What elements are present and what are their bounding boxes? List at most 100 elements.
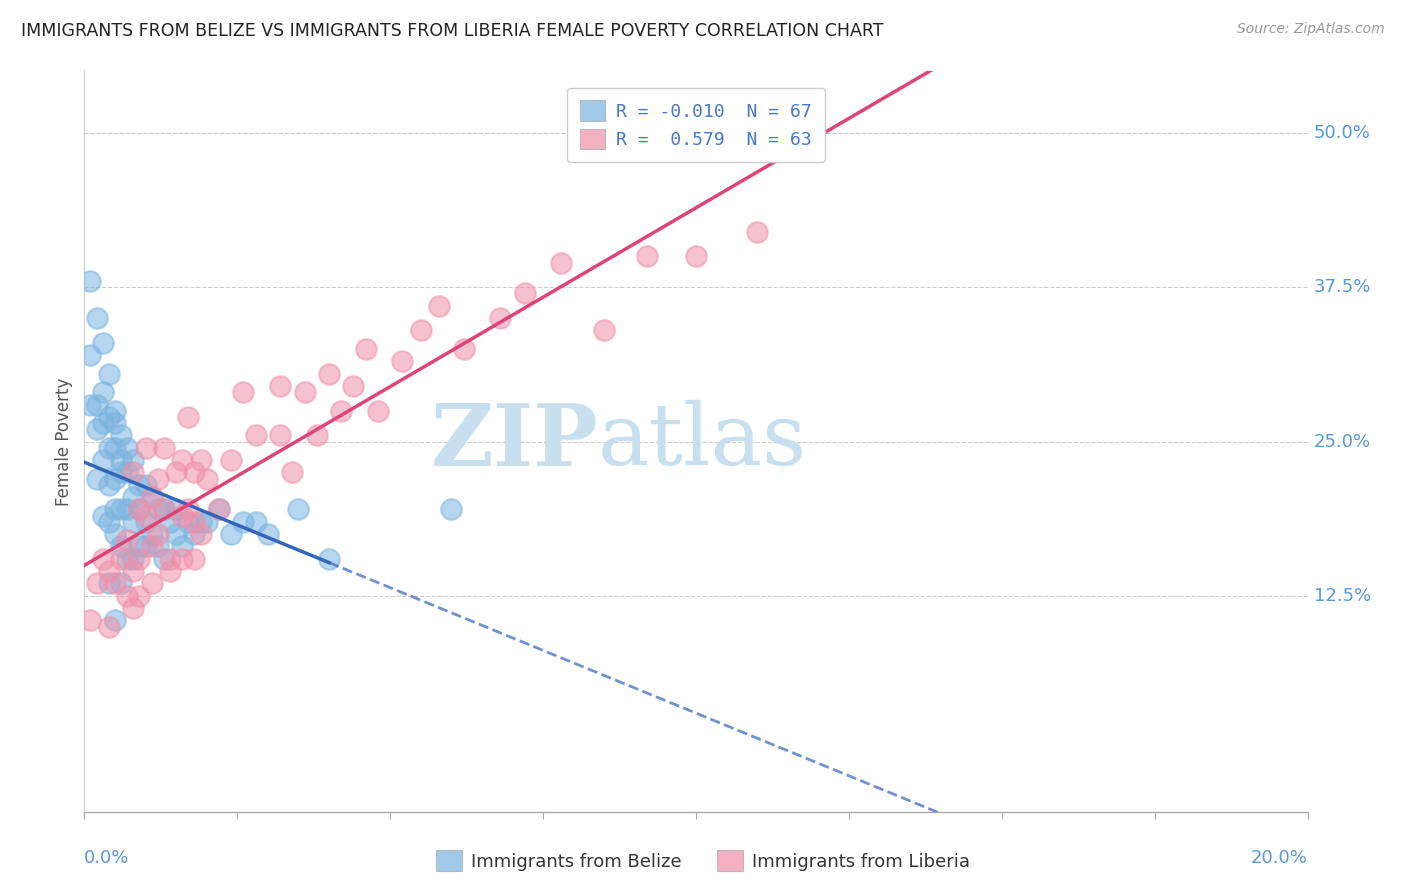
Point bbox=[91, 335, 114, 350]
Point bbox=[122, 490, 145, 504]
Point bbox=[153, 551, 176, 566]
Point bbox=[128, 502, 150, 516]
Point bbox=[110, 502, 132, 516]
Point bbox=[135, 515, 157, 529]
Point bbox=[245, 428, 267, 442]
Point bbox=[122, 453, 145, 467]
Point bbox=[104, 502, 127, 516]
Point bbox=[110, 466, 132, 480]
Point bbox=[128, 540, 150, 554]
Point bbox=[165, 466, 187, 480]
Point bbox=[110, 453, 132, 467]
Point bbox=[172, 453, 194, 467]
Point bbox=[190, 527, 212, 541]
Point bbox=[104, 441, 127, 455]
Point bbox=[141, 540, 163, 554]
Point bbox=[110, 576, 132, 591]
Point bbox=[489, 311, 512, 326]
Point bbox=[159, 564, 181, 578]
Point bbox=[115, 441, 138, 455]
Text: 37.5%: 37.5% bbox=[1313, 278, 1371, 296]
Point bbox=[97, 576, 120, 591]
Point bbox=[146, 502, 169, 516]
Point bbox=[409, 324, 432, 338]
Point bbox=[97, 367, 120, 381]
Point bbox=[104, 527, 127, 541]
Point bbox=[97, 515, 120, 529]
Point bbox=[141, 490, 163, 504]
Point bbox=[257, 527, 280, 541]
Point bbox=[269, 379, 291, 393]
Point bbox=[391, 354, 413, 368]
Point bbox=[153, 502, 176, 516]
Point bbox=[104, 472, 127, 486]
Point bbox=[128, 589, 150, 603]
Point bbox=[146, 472, 169, 486]
Point bbox=[122, 601, 145, 615]
Point bbox=[97, 620, 120, 634]
Point bbox=[183, 551, 205, 566]
Point bbox=[172, 508, 194, 523]
Point bbox=[245, 515, 267, 529]
Point bbox=[269, 428, 291, 442]
Y-axis label: Female Poverty: Female Poverty bbox=[55, 377, 73, 506]
Point bbox=[287, 502, 309, 516]
Legend: Immigrants from Belize, Immigrants from Liberia: Immigrants from Belize, Immigrants from … bbox=[429, 843, 977, 879]
Point bbox=[91, 551, 114, 566]
Point bbox=[183, 515, 205, 529]
Point bbox=[330, 403, 353, 417]
Point bbox=[183, 466, 205, 480]
Point bbox=[219, 527, 242, 541]
Point bbox=[115, 502, 138, 516]
Text: ZIP: ZIP bbox=[430, 400, 598, 483]
Point bbox=[122, 564, 145, 578]
Point bbox=[141, 576, 163, 591]
Point bbox=[550, 255, 572, 269]
Point bbox=[685, 250, 707, 264]
Point bbox=[91, 508, 114, 523]
Point bbox=[159, 551, 181, 566]
Point bbox=[122, 551, 145, 566]
Point bbox=[318, 551, 340, 566]
Point bbox=[294, 385, 316, 400]
Point bbox=[153, 502, 176, 516]
Point bbox=[104, 403, 127, 417]
Point bbox=[636, 250, 658, 264]
Point bbox=[453, 342, 475, 356]
Point bbox=[110, 540, 132, 554]
Point bbox=[440, 502, 463, 516]
Point bbox=[128, 477, 150, 491]
Point bbox=[91, 416, 114, 430]
Text: atlas: atlas bbox=[598, 400, 807, 483]
Point bbox=[153, 441, 176, 455]
Point bbox=[141, 527, 163, 541]
Point bbox=[342, 379, 364, 393]
Point bbox=[79, 274, 101, 288]
Point bbox=[79, 398, 101, 412]
Point bbox=[747, 225, 769, 239]
Point bbox=[110, 551, 132, 566]
Point bbox=[115, 466, 138, 480]
Point bbox=[177, 409, 200, 424]
Point bbox=[128, 502, 150, 516]
Point bbox=[97, 409, 120, 424]
Point bbox=[165, 502, 187, 516]
Point bbox=[190, 515, 212, 529]
Point bbox=[135, 508, 157, 523]
Point bbox=[141, 490, 163, 504]
Point bbox=[281, 466, 304, 480]
Point bbox=[354, 342, 377, 356]
Point bbox=[172, 551, 194, 566]
Point bbox=[79, 614, 101, 628]
Point bbox=[115, 589, 138, 603]
Point bbox=[135, 477, 157, 491]
Point bbox=[128, 551, 150, 566]
Point bbox=[135, 441, 157, 455]
Point bbox=[427, 299, 450, 313]
Text: Source: ZipAtlas.com: Source: ZipAtlas.com bbox=[1237, 22, 1385, 37]
Point bbox=[86, 398, 108, 412]
Point bbox=[122, 466, 145, 480]
Point bbox=[177, 502, 200, 516]
Text: IMMIGRANTS FROM BELIZE VS IMMIGRANTS FROM LIBERIA FEMALE POVERTY CORRELATION CHA: IMMIGRANTS FROM BELIZE VS IMMIGRANTS FRO… bbox=[21, 22, 883, 40]
Text: 50.0%: 50.0% bbox=[1313, 124, 1371, 142]
